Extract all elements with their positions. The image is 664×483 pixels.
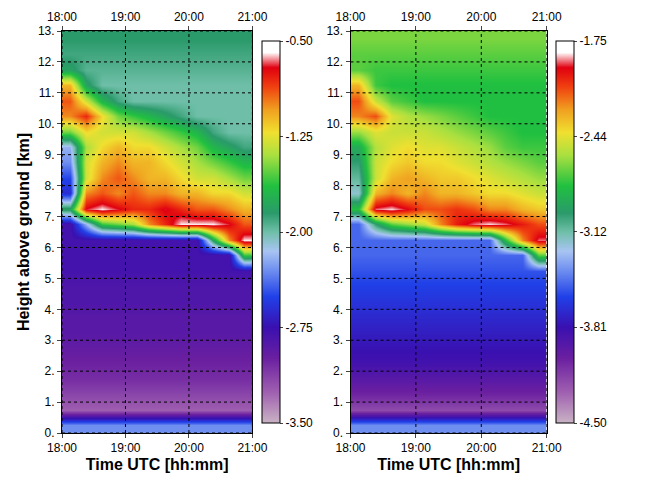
svg-text:3.: 3.: [45, 333, 55, 347]
svg-text:18:00: 18:00: [335, 10, 365, 24]
svg-text:-0.50: -0.50: [285, 34, 313, 48]
svg-text:3.: 3.: [333, 333, 343, 347]
svg-text:12.: 12.: [38, 55, 55, 69]
svg-text:6.: 6.: [333, 241, 343, 255]
svg-text:13.: 13.: [38, 24, 55, 38]
svg-text:2.: 2.: [333, 364, 343, 378]
svg-text:20:00: 20:00: [174, 441, 204, 455]
svg-text:20:00: 20:00: [466, 10, 496, 24]
svg-text:8.: 8.: [45, 179, 55, 193]
svg-text:19:00: 19:00: [401, 441, 431, 455]
svg-text:10.: 10.: [38, 117, 55, 131]
svg-text:4.: 4.: [333, 303, 343, 317]
svg-text:19:00: 19:00: [401, 10, 431, 24]
svg-text:13.: 13.: [326, 24, 343, 38]
svg-text:4.: 4.: [45, 303, 55, 317]
svg-text:20:00: 20:00: [174, 10, 204, 24]
svg-text:-2.44: -2.44: [579, 130, 607, 144]
svg-text:11.: 11.: [327, 86, 343, 100]
svg-text:7.: 7.: [45, 210, 55, 224]
svg-text:6.: 6.: [45, 241, 55, 255]
svg-text:20:00: 20:00: [466, 441, 496, 455]
svg-text:1.: 1.: [45, 395, 55, 409]
svg-text:19:00: 19:00: [110, 441, 140, 455]
svg-text:2.: 2.: [45, 364, 55, 378]
svg-text:21:00: 21:00: [532, 441, 562, 455]
svg-text:12.: 12.: [326, 55, 343, 69]
svg-text:-3.12: -3.12: [579, 225, 607, 239]
svg-text:-4.50: -4.50: [579, 416, 607, 430]
svg-text:18:00: 18:00: [47, 441, 77, 455]
svg-text:18:00: 18:00: [47, 10, 77, 24]
svg-text:8.: 8.: [333, 179, 343, 193]
svg-text:9.: 9.: [333, 148, 343, 162]
svg-text:Time UTC [hh:mm]: Time UTC [hh:mm]: [377, 456, 520, 473]
svg-text:-2.75: -2.75: [285, 321, 313, 335]
svg-text:1.: 1.: [333, 395, 343, 409]
svg-text:-2.00: -2.00: [285, 225, 313, 239]
svg-text:-1.25: -1.25: [285, 130, 313, 144]
svg-text:10.: 10.: [326, 117, 343, 131]
svg-text:21:00: 21:00: [237, 441, 267, 455]
svg-text:19:00: 19:00: [110, 10, 140, 24]
svg-text:-1.75: -1.75: [579, 34, 607, 48]
svg-text:5.: 5.: [45, 272, 55, 286]
svg-text:Time UTC [hh:mm]: Time UTC [hh:mm]: [86, 456, 229, 473]
svg-text:-3.81: -3.81: [579, 320, 607, 334]
svg-text:21:00: 21:00: [532, 10, 562, 24]
svg-text:21:00: 21:00: [237, 10, 267, 24]
svg-text:9.: 9.: [45, 148, 55, 162]
svg-text:-3.50: -3.50: [285, 416, 313, 430]
svg-text:11.: 11.: [39, 86, 55, 100]
svg-text:18:00: 18:00: [335, 441, 365, 455]
svg-text:0.: 0.: [45, 426, 55, 440]
svg-text:5.: 5.: [333, 272, 343, 286]
svg-text:0.: 0.: [333, 426, 343, 440]
svg-text:Height above ground [km]: Height above ground [km]: [15, 133, 32, 331]
svg-text:7.: 7.: [333, 210, 343, 224]
